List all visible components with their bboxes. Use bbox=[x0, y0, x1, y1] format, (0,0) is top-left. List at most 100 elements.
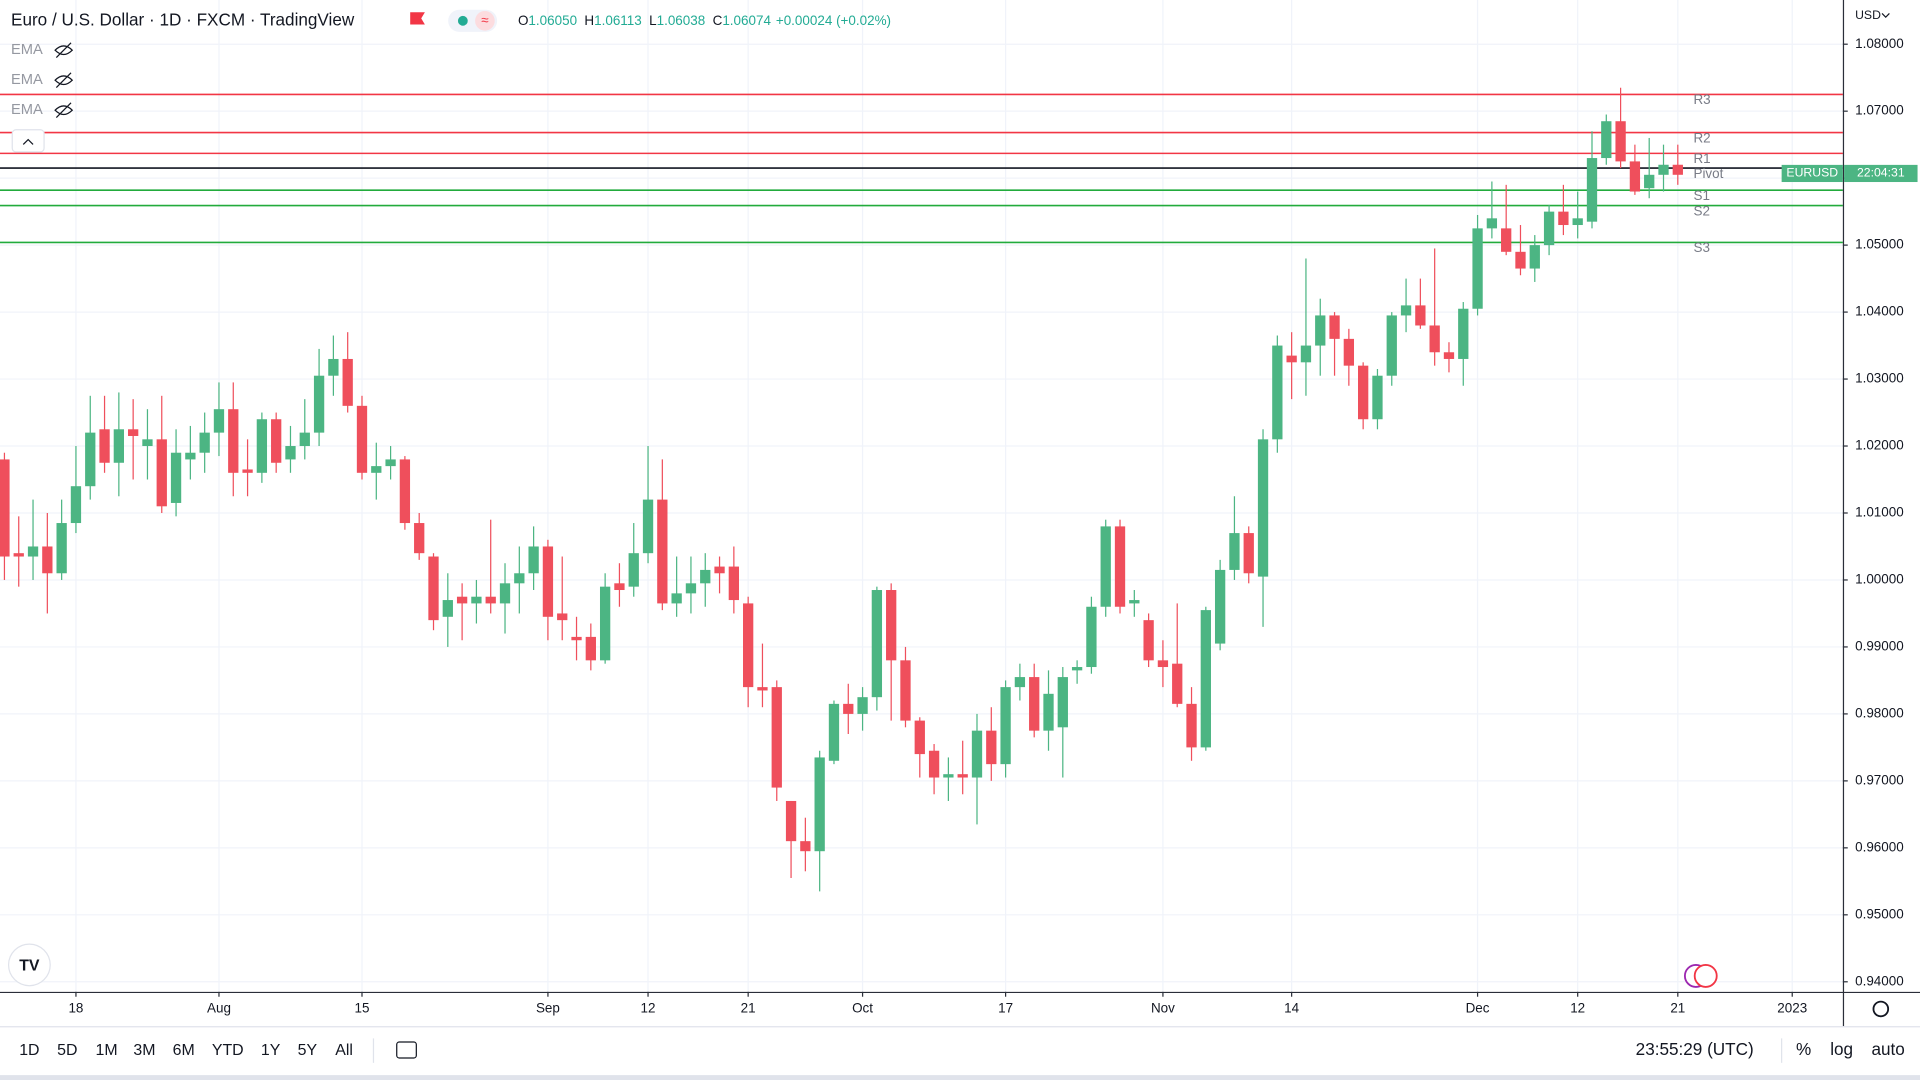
candle-body bbox=[113, 429, 125, 463]
y-tick-label: 0.95000 bbox=[1855, 906, 1904, 921]
candle-body bbox=[757, 687, 768, 691]
range-button[interactable]: YTD bbox=[212, 1042, 244, 1059]
pivot-label: S2 bbox=[1693, 203, 1709, 218]
x-tick-label: 12 bbox=[641, 1001, 656, 1016]
candle-body bbox=[571, 636, 582, 641]
flag-icon[interactable] bbox=[410, 12, 425, 25]
candle-body bbox=[843, 703, 854, 714]
candle-body bbox=[1658, 164, 1669, 175]
candle-body bbox=[1043, 693, 1054, 731]
candle-body bbox=[914, 720, 925, 755]
scale-option[interactable]: % bbox=[1796, 1039, 1811, 1059]
currency-caret bbox=[1881, 13, 1890, 19]
date-range-icon[interactable] bbox=[396, 1041, 417, 1059]
candle-body bbox=[1415, 305, 1426, 326]
collapse-button[interactable] bbox=[11, 129, 45, 153]
candle-body bbox=[1601, 121, 1612, 159]
candle-body bbox=[0, 459, 10, 557]
candle-body bbox=[743, 603, 754, 688]
candle-body bbox=[85, 432, 96, 487]
candle-body bbox=[1529, 245, 1540, 269]
candle-body bbox=[256, 419, 268, 473]
ohlc-value: 1.06113 bbox=[594, 12, 642, 27]
candle-body bbox=[1200, 610, 1211, 748]
logo-badge[interactable] bbox=[7, 943, 51, 987]
candle-body bbox=[156, 439, 167, 507]
pivot-label: R2 bbox=[1693, 130, 1710, 145]
candle-body bbox=[928, 750, 940, 778]
ohlc-value: 1.06074 bbox=[722, 12, 771, 27]
candle-body bbox=[614, 583, 625, 591]
candle-body bbox=[1486, 218, 1498, 229]
candle-body bbox=[943, 774, 954, 778]
candle-body bbox=[1472, 228, 1483, 309]
candle-body bbox=[342, 358, 353, 406]
pivot-label: S3 bbox=[1693, 240, 1709, 255]
range-button[interactable]: 1M bbox=[95, 1042, 117, 1059]
ohlc-key: C bbox=[713, 12, 723, 27]
candle-body bbox=[657, 499, 668, 604]
ohlc-value: 1.06038 bbox=[657, 12, 706, 27]
candle-body bbox=[1257, 439, 1269, 577]
range-button[interactable]: 1Y bbox=[261, 1042, 281, 1059]
indicator-label: EMA bbox=[11, 102, 43, 118]
candle-body bbox=[1615, 121, 1626, 162]
ohlc-legend: O1.06050 H1.06113 L1.06038 C1.06074 +0.00024… bbox=[518, 12, 891, 27]
x-tick-label: Sep bbox=[536, 1001, 560, 1016]
ohlc-key: L bbox=[649, 12, 657, 27]
candle-body bbox=[671, 593, 682, 604]
range-button[interactable]: 6M bbox=[173, 1042, 195, 1059]
ohlc-key: H bbox=[584, 12, 594, 27]
range-button[interactable]: 5Y bbox=[298, 1042, 318, 1059]
x-tick-label: 17 bbox=[998, 1001, 1013, 1016]
settings-icon[interactable] bbox=[1872, 1000, 1890, 1018]
price-tag-countdown: 22:04:31 bbox=[1857, 166, 1905, 180]
candle-body bbox=[356, 405, 368, 473]
candle-body bbox=[785, 800, 797, 842]
visibility-icon[interactable] bbox=[54, 72, 74, 88]
candle-body bbox=[99, 429, 110, 463]
status-dot bbox=[457, 15, 468, 26]
y-tick-label: 1.04000 bbox=[1855, 304, 1904, 319]
candle-body bbox=[1400, 305, 1412, 316]
currency-label[interactable]: USD bbox=[1855, 8, 1881, 22]
x-tick-label: 21 bbox=[741, 1001, 756, 1016]
candle-body bbox=[385, 459, 396, 467]
range-button[interactable]: All bbox=[335, 1042, 353, 1059]
candle-body bbox=[1143, 620, 1154, 661]
x-tick-label: 18 bbox=[68, 1001, 83, 1016]
candle-body bbox=[56, 523, 67, 574]
scale-option[interactable]: log bbox=[1830, 1039, 1853, 1059]
clock: 23:55:29 (UTC) bbox=[1636, 1039, 1754, 1059]
candle-body bbox=[585, 636, 596, 661]
candle-body bbox=[700, 569, 711, 584]
visibility-icon[interactable] bbox=[54, 42, 74, 58]
candle-body bbox=[1000, 687, 1011, 765]
range-button[interactable]: 1D bbox=[19, 1042, 39, 1059]
candle-body bbox=[714, 566, 725, 574]
x-tick-label: 21 bbox=[1670, 1001, 1685, 1016]
y-tick-label: 0.97000 bbox=[1855, 772, 1904, 787]
candle-body bbox=[371, 466, 382, 473]
candle-body bbox=[1057, 677, 1068, 728]
chart-title: Euro / U.S. Dollar · 1D · FXCM · Trading… bbox=[11, 9, 355, 29]
candle-body bbox=[599, 586, 611, 661]
candle-body bbox=[728, 566, 740, 601]
y-tick-label: 1.01000 bbox=[1855, 505, 1904, 520]
candle-body bbox=[1229, 533, 1240, 570]
candle-body bbox=[886, 590, 897, 661]
candle-body bbox=[185, 452, 196, 460]
event-icon[interactable] bbox=[1693, 963, 1718, 988]
candle-body bbox=[1157, 660, 1169, 668]
candle-body bbox=[1672, 164, 1683, 175]
range-button[interactable]: 3M bbox=[133, 1042, 155, 1059]
y-tick-label: 1.05000 bbox=[1855, 237, 1904, 252]
scale-option[interactable]: auto bbox=[1871, 1039, 1904, 1059]
visibility-icon[interactable] bbox=[54, 102, 74, 118]
indicators: EMA EMA EMA bbox=[11, 42, 74, 118]
candle-body bbox=[1358, 365, 1369, 420]
range-button[interactable]: 5D bbox=[57, 1042, 77, 1059]
price-tag bbox=[1844, 164, 1918, 183]
